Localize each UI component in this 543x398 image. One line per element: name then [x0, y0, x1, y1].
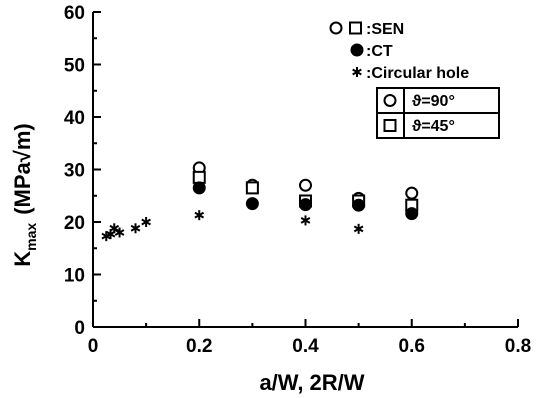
- legend-angle-45-marker: [383, 119, 397, 132]
- legend-angle-45-label: ϑ=45°: [412, 118, 455, 135]
- circular-hole-point: [130, 223, 141, 234]
- sen-90-point: [405, 186, 419, 200]
- ct-point: [352, 198, 366, 212]
- y-tick-label: 0: [74, 318, 85, 339]
- x-tick-label: 0: [88, 336, 99, 357]
- y-tick-label: 10: [64, 266, 85, 287]
- y-axis-label: Kmax (MPa√m): [10, 123, 39, 266]
- sen-90-point: [299, 178, 312, 192]
- y-tick-label: 50: [64, 56, 85, 77]
- y-axis-label-sub: max: [23, 223, 39, 251]
- ct-point: [405, 207, 419, 221]
- svg-text:Kmax(MPa√m): Kmax (MPa√m): [10, 123, 39, 266]
- legend-hole-marker: [352, 67, 362, 77]
- y-tick-label: 30: [64, 161, 85, 182]
- asterisk-icon: [352, 67, 362, 77]
- ct-point: [192, 181, 206, 195]
- sen-45-point: [245, 181, 259, 195]
- legend: :SEN :CT :Circular hole ϑ=90° ϑ=45°: [329, 21, 500, 139]
- circular-hole-point: [114, 227, 125, 238]
- circular-hole-point: [300, 215, 311, 226]
- ct-point: [299, 198, 312, 212]
- legend-angle-90-label: ϑ=90°: [412, 93, 455, 110]
- x-axis-label: a/W, 2R/W: [259, 370, 364, 395]
- data-points: [101, 161, 419, 242]
- y-axis-label-main: K: [10, 251, 35, 267]
- y-tick-label: 40: [64, 108, 85, 129]
- x-tick-label: 0.2: [186, 336, 212, 357]
- y-tick-label: 20: [64, 213, 85, 234]
- x-tick-label: 0.8: [505, 336, 531, 357]
- y-tick-label: 60: [64, 3, 85, 24]
- circular-hole-point: [141, 217, 151, 227]
- legend-hole-label: :Circular hole: [366, 65, 469, 82]
- legend-sen-square-marker: [349, 21, 362, 35]
- circular-hole-point: [194, 210, 205, 221]
- y-axis-label-unit: (MPa√m): [10, 123, 35, 215]
- y-ticks: 0 10 20 30 40 50 60: [64, 3, 101, 339]
- legend-ct-label: :CT: [366, 43, 393, 60]
- x-ticks: 0 0.2 0.4 0.6 0.8: [88, 319, 531, 357]
- legend-ct-marker: [350, 43, 364, 57]
- ct-point: [245, 197, 259, 211]
- x-tick-label: 0.6: [399, 336, 425, 357]
- circular-hole-point: [353, 223, 364, 234]
- axes: [92, 12, 518, 328]
- legend-sen-circle-marker: [329, 21, 343, 35]
- sen-45-point: [192, 170, 206, 184]
- legend-sen-label: :SEN: [366, 21, 404, 38]
- legend-angle-box: ϑ=90° ϑ=45°: [376, 87, 500, 139]
- legend-angle-90-marker: [383, 94, 397, 107]
- x-tick-label: 0.4: [292, 336, 319, 357]
